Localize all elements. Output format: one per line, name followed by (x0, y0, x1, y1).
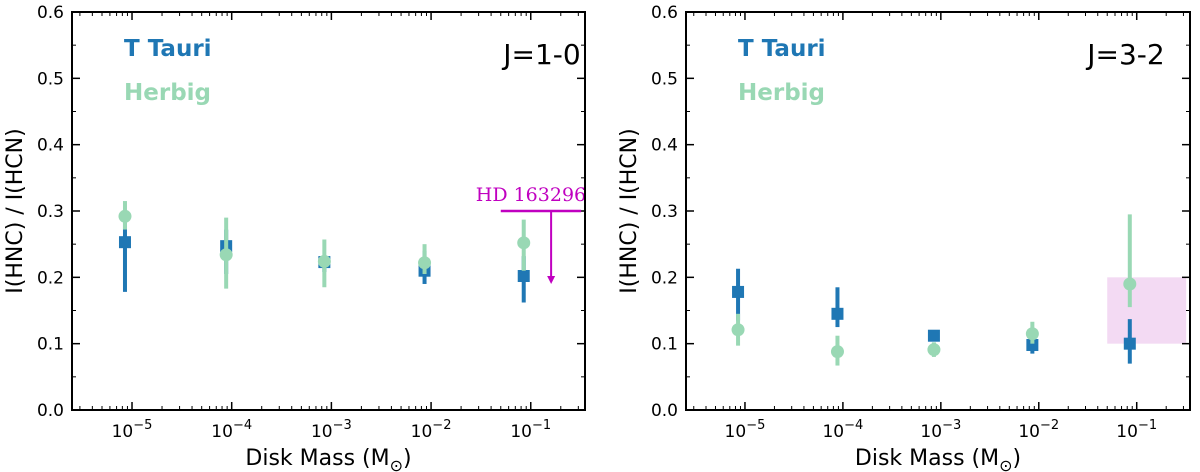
data-point-circle (927, 343, 941, 357)
legend-entry: T Tauri (738, 36, 826, 62)
shaded-region (1107, 277, 1187, 344)
data-point-circle (118, 209, 132, 223)
series-herbig (118, 201, 531, 289)
panel-title: J=3-2 (1085, 38, 1164, 71)
data-point-square (118, 236, 131, 249)
panel-title: J=1-0 (501, 38, 580, 71)
x-tick-label: 10−3 (920, 418, 961, 442)
legend: T Tauri Herbig (124, 36, 212, 106)
y-tick-label: 0.6 (37, 3, 64, 23)
y-axis-label: I(HNC) / I(HCN) (617, 128, 642, 293)
x-tick-label: 10−5 (725, 418, 766, 442)
x-tick-label: 10−2 (411, 418, 452, 442)
data-point-circle (517, 236, 531, 250)
y-tick-label: 0.6 (651, 3, 678, 23)
data-point-circle (731, 323, 745, 337)
y-tick-label: 0.5 (37, 69, 64, 89)
plot-frame (685, 11, 1191, 411)
x-tick-label: 10−4 (211, 418, 252, 442)
limit-arrow-head (547, 275, 556, 284)
plot-frame (71, 11, 586, 411)
x-tick-label: 10−5 (112, 418, 153, 442)
data-point-square (927, 329, 940, 342)
x-tick-label: 10−3 (311, 418, 352, 442)
data-point-square (831, 307, 844, 320)
data-point-circle (219, 248, 233, 262)
legend-entry: T Tauri (124, 36, 212, 62)
y-axis-label: I(HNC) / I(HCN) (3, 128, 28, 293)
y-tick-label: 0.1 (651, 335, 678, 355)
legend: T Tauri Herbig (738, 36, 826, 106)
y-tick-label: 0.1 (37, 335, 64, 355)
x-tick-label: 10−4 (822, 418, 863, 442)
annotation-upper-limit: HD 163296 (476, 184, 586, 284)
panel-1: 0.0 0.1 0.2 0.3 0.4 0.5 0.6 10−5 10−4 10−3 10−2 10−… (3, 3, 586, 472)
x-tick-label: 10−1 (1116, 418, 1157, 442)
x-tick-label: 10−2 (1018, 418, 1059, 442)
y-tick-label: 0.3 (37, 202, 64, 222)
y-tick-label: 0.2 (651, 268, 678, 288)
data-point-circle (1123, 277, 1137, 291)
y-tick-label: 0.0 (651, 401, 678, 421)
x-axis-label: Disk Mass (M⊙) (855, 446, 1021, 472)
data-point-circle (830, 345, 844, 359)
data-point-square (1123, 337, 1136, 350)
panel-2: 0.0 0.1 0.2 0.3 0.4 0.5 0.6 10−5 10−4 10−3 10−2 10−… (617, 3, 1191, 472)
legend-entry: Herbig (124, 80, 211, 106)
y-tick-label: 0.5 (651, 69, 678, 89)
x-tick-label: 10−1 (510, 418, 551, 442)
annotation-label: HD 163296 (476, 184, 586, 206)
panels: 0.0 0.1 0.2 0.3 0.4 0.5 0.6 10−5 10−4 10−3 10−2 10−… (3, 3, 1191, 472)
y-tick-label: 0.2 (37, 268, 64, 288)
series-t-tauri (732, 268, 1136, 364)
data-point-circle (1025, 327, 1039, 341)
y-tick-label: 0.4 (651, 136, 678, 156)
legend-entry: Herbig (738, 80, 825, 106)
data-point-square (1026, 338, 1039, 351)
data-point-square (517, 270, 530, 283)
y-tick-label: 0.0 (37, 401, 64, 421)
data-point-circle (418, 256, 432, 270)
data-point-square (732, 285, 745, 298)
series-herbig (731, 214, 1137, 366)
data-point-circle (317, 254, 331, 268)
x-axis-label: Disk Mass (M⊙) (245, 446, 411, 472)
y-tick-label: 0.3 (651, 202, 678, 222)
y-tick-label: 0.4 (37, 136, 64, 156)
